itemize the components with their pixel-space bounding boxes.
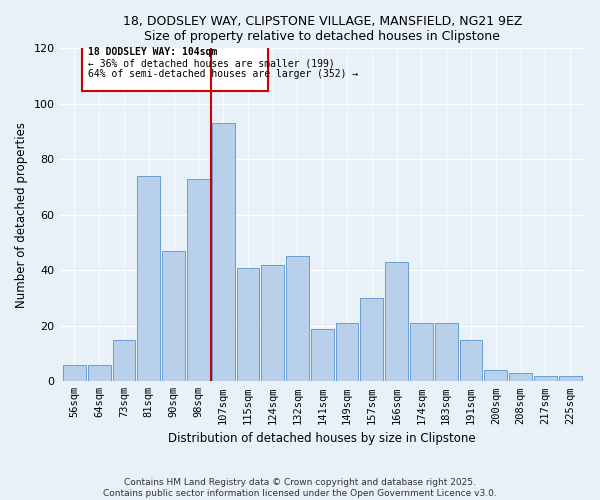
X-axis label: Distribution of detached houses by size in Clipstone: Distribution of detached houses by size …	[169, 432, 476, 445]
Bar	[236, 268, 259, 382]
Text: 18 DODSLEY WAY: 104sqm: 18 DODSLEY WAY: 104sqm	[88, 47, 217, 57]
Text: ← 36% of detached houses are smaller (199): ← 36% of detached houses are smaller (19…	[88, 58, 335, 68]
Bar	[559, 376, 581, 382]
Bar	[88, 364, 110, 382]
Bar	[460, 340, 482, 382]
Bar	[212, 124, 235, 382]
Bar	[187, 178, 210, 382]
Bar	[435, 323, 458, 382]
Bar	[286, 256, 309, 382]
Bar	[113, 340, 136, 382]
Title: 18, DODSLEY WAY, CLIPSTONE VILLAGE, MANSFIELD, NG21 9EZ
Size of property relativ: 18, DODSLEY WAY, CLIPSTONE VILLAGE, MANS…	[122, 15, 522, 43]
Bar	[261, 265, 284, 382]
Bar	[509, 373, 532, 382]
Text: 64% of semi-detached houses are larger (352) →: 64% of semi-detached houses are larger (…	[88, 69, 358, 79]
Text: Contains HM Land Registry data © Crown copyright and database right 2025.
Contai: Contains HM Land Registry data © Crown c…	[103, 478, 497, 498]
Bar	[335, 323, 358, 382]
Bar	[311, 328, 334, 382]
FancyBboxPatch shape	[82, 44, 268, 92]
Bar	[410, 323, 433, 382]
Bar	[534, 376, 557, 382]
Y-axis label: Number of detached properties: Number of detached properties	[15, 122, 28, 308]
Bar	[137, 176, 160, 382]
Bar	[484, 370, 507, 382]
Bar	[162, 251, 185, 382]
Bar	[63, 364, 86, 382]
Bar	[385, 262, 408, 382]
Bar	[361, 298, 383, 382]
